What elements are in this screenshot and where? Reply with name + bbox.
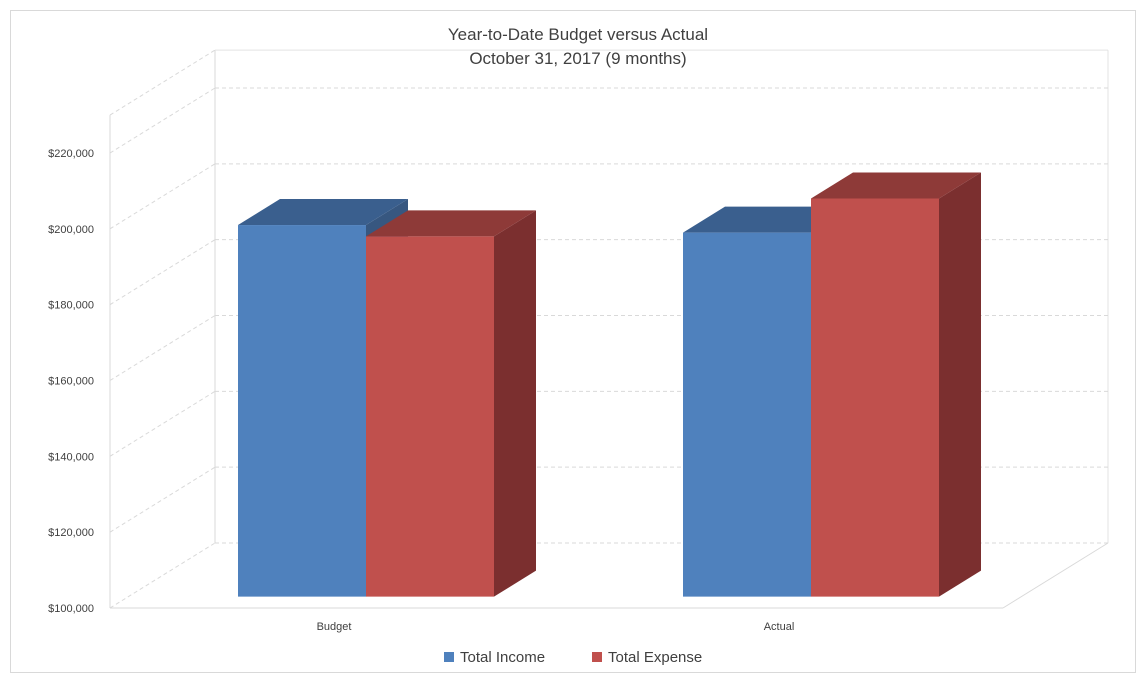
y-tick-label: $160,000 <box>48 376 94 388</box>
x-category-label: Budget <box>317 621 352 633</box>
bar-side <box>939 172 981 597</box>
bar-front <box>811 198 939 597</box>
chart-subtitle: October 31, 2017 (9 months) <box>469 49 686 68</box>
bars-layer <box>238 172 981 597</box>
y-tick-label: $100,000 <box>48 603 94 615</box>
y-tick-label: $180,000 <box>48 300 94 312</box>
y-tick-label: $120,000 <box>48 527 94 539</box>
bar-actual-total-expense <box>811 172 981 597</box>
gridline-side <box>109 239 216 306</box>
bar-side <box>494 210 536 597</box>
y-tick-label: $200,000 <box>48 224 94 236</box>
gridline-side <box>109 315 216 381</box>
bar-top <box>683 206 853 233</box>
legend-label: Total Expense <box>608 649 702 666</box>
y-tick-label: $220,000 <box>48 148 94 160</box>
legend: Total Income Total Expense <box>444 649 702 666</box>
gridline-side <box>109 466 216 533</box>
legend-item-total-income: Total Income <box>444 649 545 666</box>
gridline-side <box>109 542 216 609</box>
gridline-side <box>109 163 216 230</box>
labels-layer: $100,000 $120,000 $140,000 $160,000 $180,000… <box>48 148 794 633</box>
legend-swatch <box>592 652 602 662</box>
bar-top <box>811 172 981 199</box>
bar-front <box>238 225 366 597</box>
chart-title: Year-to-Date Budget versus Actual <box>448 25 708 44</box>
bar-front <box>366 236 494 597</box>
legend-swatch <box>444 652 454 662</box>
bar-budget-total-expense <box>366 210 536 597</box>
legend-label: Total Income <box>460 649 545 666</box>
bar-front <box>683 232 811 597</box>
legend-item-total-expense: Total Expense <box>592 649 702 666</box>
y-tick-label: $140,000 <box>48 451 94 463</box>
x-category-label: Actual <box>764 621 795 633</box>
bar-top <box>238 199 408 226</box>
gridline-side <box>109 390 216 457</box>
chart-frame <box>10 10 1136 673</box>
gridline-side <box>109 87 216 154</box>
bar-top <box>366 210 536 237</box>
